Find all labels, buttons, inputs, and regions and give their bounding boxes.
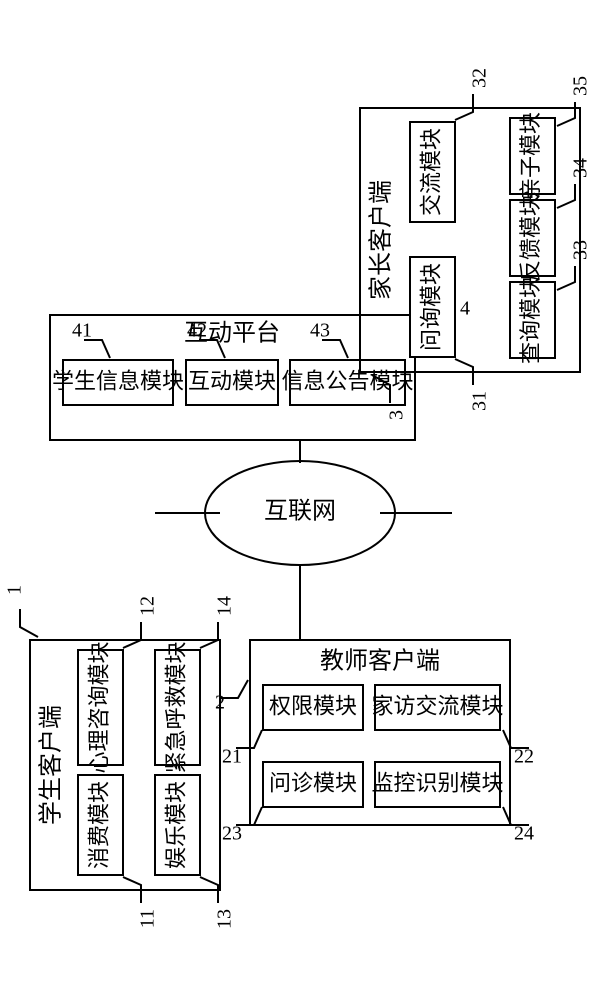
svg-text:交流模块: 交流模块 [419,128,444,216]
svg-text:34: 34 [570,158,592,178]
svg-text:紧急呼救模块: 紧急呼救模块 [164,641,189,773]
svg-text:监控识别模块: 监控识别模块 [371,771,503,796]
svg-text:43: 43 [310,320,330,342]
svg-text:亲子模块: 亲子模块 [518,112,543,200]
svg-text:22: 22 [514,746,534,768]
svg-text:问询模块: 问询模块 [419,263,444,351]
svg-text:32: 32 [469,68,491,88]
svg-text:学生客户端: 学生客户端 [38,705,65,825]
svg-text:家长客户端: 家长客户端 [368,180,395,300]
svg-text:33: 33 [570,240,592,260]
svg-text:24: 24 [514,823,534,845]
svg-text:娱乐模块: 娱乐模块 [164,781,189,869]
svg-text:消费模块: 消费模块 [87,781,112,869]
svg-text:学生信息模块: 学生信息模块 [52,369,184,394]
svg-text:4: 4 [460,298,470,320]
svg-text:23: 23 [222,823,242,845]
svg-text:11: 11 [137,909,159,928]
svg-text:42: 42 [187,320,207,342]
svg-text:家访交流模块: 家访交流模块 [371,694,503,719]
svg-text:问诊模块: 问诊模块 [269,771,357,796]
svg-text:互动模块: 互动模块 [188,369,276,394]
svg-text:13: 13 [214,909,236,929]
svg-text:31: 31 [469,391,491,411]
svg-text:14: 14 [214,596,236,616]
svg-text:3: 3 [386,410,408,420]
svg-text:21: 21 [222,746,242,768]
svg-text:41: 41 [72,320,92,342]
svg-text:教师客户端: 教师客户端 [320,648,440,675]
svg-text:反馈模块: 反馈模块 [518,194,543,282]
svg-text:权限模块: 权限模块 [269,694,357,719]
svg-text:心理咨询模块: 心理咨询模块 [87,641,112,773]
svg-text:1: 1 [4,585,26,595]
svg-text:35: 35 [570,76,592,96]
svg-text:12: 12 [137,596,159,616]
svg-text:互联网: 互联网 [264,498,336,525]
svg-text:查询模块: 查询模块 [518,276,543,364]
